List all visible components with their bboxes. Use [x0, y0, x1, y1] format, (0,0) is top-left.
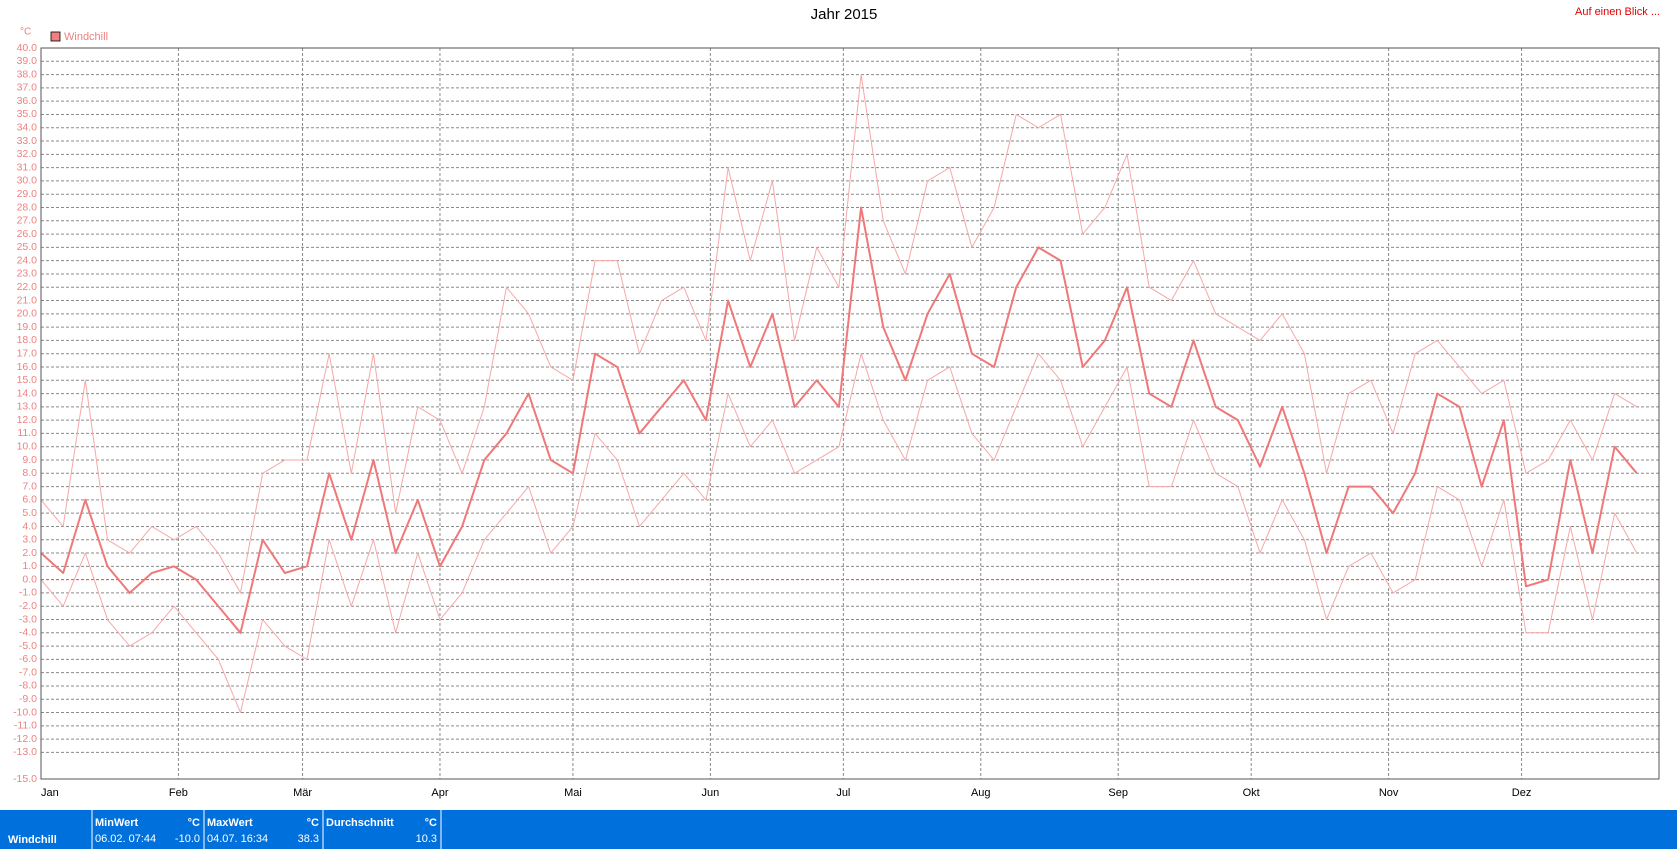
stats-unit: °C [307, 817, 319, 829]
y-tick-label: 16.0 [17, 361, 38, 373]
x-tick-label: Dez [1512, 787, 1532, 799]
x-tick-label: Sep [1108, 787, 1128, 799]
y-tick-label: 40.0 [17, 42, 38, 54]
y-tick-label: 28.0 [17, 201, 38, 213]
y-tick-label: 27.0 [17, 215, 38, 227]
y-tick-label: 7.0 [22, 480, 37, 492]
stats-title: MinWert [95, 817, 139, 829]
y-tick-label: 0.0 [22, 573, 37, 585]
y-tick-label: 15.0 [17, 374, 38, 386]
x-tick-label: Jul [836, 787, 850, 799]
y-tick-label: 8.0 [22, 467, 37, 479]
x-tick-label: Feb [169, 787, 188, 799]
y-tick-label: -1.0 [19, 587, 37, 599]
stats-date: 04.07. 16:34 [207, 833, 268, 845]
series-line [40, 74, 1638, 594]
y-tick-label: 21.0 [17, 294, 38, 306]
y-tick-label: -5.0 [19, 640, 37, 652]
x-tick-label: Jan [41, 787, 59, 799]
x-tick-label: Mär [293, 787, 312, 799]
y-tick-label: -6.0 [19, 653, 37, 665]
x-tick-label: Jun [701, 787, 719, 799]
y-tick-label: -4.0 [19, 627, 37, 639]
chart-title: Jahr 2015 [811, 6, 878, 23]
top-link[interactable]: Auf einen Blick ... [1575, 6, 1660, 18]
y-tick-label: 6.0 [22, 494, 37, 506]
y-tick-label: -15.0 [13, 773, 37, 785]
x-tick-label: Mai [564, 787, 582, 799]
y-tick-label: 26.0 [17, 228, 38, 240]
stats-value: 10.3 [416, 833, 437, 845]
y-tick-label: 9.0 [22, 454, 37, 466]
y-tick-label: 30.0 [17, 175, 38, 187]
y-tick-label: 5.0 [22, 507, 37, 519]
stats-unit: °C [425, 817, 437, 829]
stats-value: -10.0 [175, 833, 200, 845]
y-tick-label: 33.0 [17, 135, 38, 147]
y-tick-label: 36.0 [17, 95, 38, 107]
y-tick-label: 24.0 [17, 254, 38, 266]
y-tick-label: 19.0 [17, 321, 38, 333]
y-tick-label: 31.0 [17, 161, 38, 173]
y-tick-label: 13.0 [17, 401, 38, 413]
y-tick-label: 20.0 [17, 308, 38, 320]
stats-label: Windchill [8, 834, 57, 846]
stats-bar [0, 810, 1677, 849]
y-tick-label: 22.0 [17, 281, 38, 293]
y-tick-label: -13.0 [13, 746, 37, 758]
y-tick-label: -11.0 [14, 720, 37, 732]
y-tick-label: 39.0 [17, 55, 38, 67]
y-tick-label: 29.0 [17, 188, 38, 200]
y-tick-label: 2.0 [22, 547, 37, 559]
y-tick-label: 18.0 [17, 334, 38, 346]
y-tick-label: 1.0 [22, 560, 37, 572]
y-tick-label: -7.0 [19, 666, 37, 678]
y-unit: °C [20, 27, 31, 38]
stats-date: 06.02. 07:44 [95, 833, 156, 845]
stats-unit: °C [188, 817, 200, 829]
y-tick-label: 10.0 [17, 441, 38, 453]
stats-value: 38.3 [298, 833, 319, 845]
legend-label: Windchill [64, 31, 108, 43]
legend-swatch [50, 31, 61, 42]
y-tick-label: -8.0 [19, 680, 37, 692]
series-line [40, 353, 1638, 714]
y-tick-label: 12.0 [17, 414, 38, 426]
y-tick-label: 11.0 [17, 427, 37, 439]
y-tick-label: 4.0 [22, 520, 37, 532]
y-tick-label: -9.0 [19, 693, 37, 705]
y-tick-label: 25.0 [17, 241, 38, 253]
y-tick-label: 17.0 [17, 347, 38, 359]
series-line [40, 206, 1638, 634]
stats-title: MaxWert [207, 817, 253, 829]
x-tick-label: Aug [971, 787, 991, 799]
y-tick-label: -10.0 [13, 706, 37, 718]
y-tick-label: 35.0 [17, 108, 38, 120]
y-tick-label: 23.0 [17, 268, 38, 280]
y-tick-label: 32.0 [17, 148, 38, 160]
y-tick-label: 14.0 [17, 387, 38, 399]
y-tick-label: -12.0 [13, 733, 37, 745]
y-tick-label: 34.0 [17, 122, 38, 134]
y-tick-label: -3.0 [19, 613, 37, 625]
y-tick-label: -2.0 [19, 600, 37, 612]
plot-frame [40, 47, 1660, 780]
x-tick-label: Nov [1379, 787, 1399, 799]
y-tick-label: 3.0 [22, 534, 37, 546]
y-tick-label: 37.0 [17, 82, 38, 94]
stats-title: Durchschnitt [326, 817, 394, 829]
x-tick-label: Apr [431, 787, 448, 799]
x-tick-label: Okt [1243, 787, 1260, 799]
y-tick-label: 38.0 [17, 68, 38, 80]
